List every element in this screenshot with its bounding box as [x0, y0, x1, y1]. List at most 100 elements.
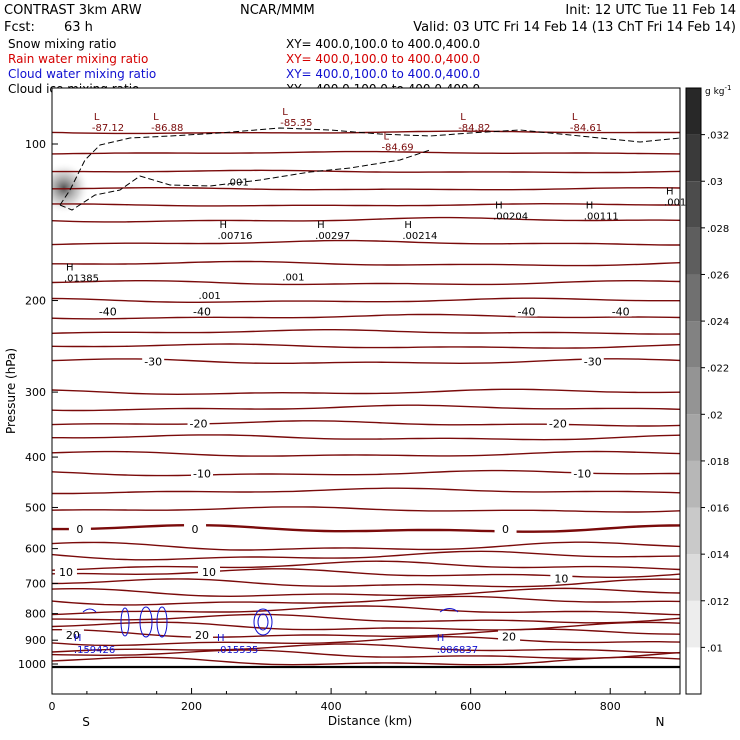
- colorbar-label: .024: [707, 317, 729, 328]
- temperature-isotherm: [52, 605, 680, 616]
- x-tick-label: 600: [460, 700, 481, 713]
- cloud-water-contour: [139, 606, 153, 638]
- extremum-marker: H: [66, 262, 74, 273]
- temperature-isotherm: [52, 643, 680, 654]
- temperature-label: 10: [59, 566, 73, 579]
- temperature-isotherm: [52, 313, 680, 320]
- colorbar-cell: [686, 647, 701, 694]
- colorbar-cells: [686, 88, 701, 694]
- temperature-label-bg: [54, 565, 77, 577]
- temperature-label-bg: [191, 305, 214, 317]
- center-title: NCAR/MMM: [240, 3, 315, 18]
- temperature-contours: [52, 130, 680, 666]
- ice-contours: [59, 127, 680, 211]
- field-xy: XY= 400.0,100.0 to 400.0,400.0: [286, 67, 480, 81]
- y-tick-label: 500: [25, 501, 46, 514]
- temperature-label-bg: [191, 467, 214, 479]
- temperature-isotherm: [52, 450, 680, 457]
- extremum-marker: L: [383, 131, 389, 142]
- extremum-value: -85.35: [280, 118, 312, 129]
- x-axis-label: Distance (km): [328, 714, 412, 728]
- temperature-label: 10: [202, 566, 216, 579]
- extremum-marker: H: [495, 200, 503, 211]
- temperature-isotherm: [52, 202, 680, 207]
- temperature-label-bg: [96, 305, 119, 317]
- colorbar: .01 .012 .014 .016 .018 .02 .022 .024 .026 .028 .0…: [685, 84, 731, 695]
- extremum-value: -84.82: [458, 123, 490, 134]
- temperature-isotherm: [52, 656, 680, 666]
- temperature-label: -40: [193, 306, 211, 319]
- temperature-isotherm: [52, 595, 680, 606]
- ice-contour-label: .001: [199, 291, 221, 302]
- cloud-water-max-value: .015535: [217, 645, 258, 656]
- temperature-label: -20: [190, 418, 208, 431]
- temperature-isotherm: [52, 649, 680, 659]
- colorbar-cell: [686, 367, 701, 415]
- model-title: CONTRAST 3km ARW: [4, 3, 142, 18]
- colorbar-cell: [686, 181, 701, 228]
- temperature-isotherm: [52, 420, 680, 427]
- north-label: N: [656, 715, 665, 729]
- temperature-isotherm: [52, 186, 680, 191]
- colorbar-cell: [686, 274, 701, 322]
- temperature-label-bg: [546, 417, 569, 429]
- temperature-label-bg: [198, 565, 220, 577]
- temperature-isotherm: [52, 404, 680, 412]
- temperature-isotherm: [52, 329, 680, 335]
- temperature-label-bg: [184, 522, 207, 534]
- colorbar-cell: [686, 88, 701, 135]
- temperature-isotherm: [52, 216, 680, 223]
- ice-contour-line: [59, 127, 680, 206]
- colorbar-label: .01: [707, 643, 723, 654]
- cloud-water-contours: [82, 606, 459, 638]
- colorbar-cell: [686, 600, 701, 648]
- cloud-water-max-value: .159426: [74, 645, 115, 656]
- extremum-value: .00716: [217, 231, 252, 242]
- temperature-label-bg: [581, 355, 604, 367]
- init-time: Init: 12 UTC Tue 11 Feb 14: [565, 3, 736, 18]
- y-axis-ticks: 100 200 300 400 500 600 700 800 900 1000: [18, 138, 58, 671]
- temperature-isotherm: [52, 506, 680, 513]
- temperature-label: -10: [573, 467, 591, 480]
- temperature-label: -40: [518, 306, 536, 319]
- colorbar-cell: [686, 507, 701, 555]
- temperature-label: 20: [195, 629, 209, 642]
- temperature-isotherm: [52, 578, 680, 588]
- temperature-isotherm: [52, 550, 680, 561]
- temperature-isotherm: [52, 169, 680, 174]
- plot-area: -40 -40 -40 -40 -30 -30 -20 -20 -10 -10 0 0 0 10 10 10 2…: [51, 87, 693, 695]
- colorbar-label: .012: [707, 597, 729, 608]
- colorbar-cell: [686, 414, 701, 461]
- extremum-marker: L: [282, 107, 288, 118]
- temperature-label: 20: [502, 630, 516, 643]
- colorbar-cell: [686, 321, 701, 368]
- cloud-water-max-marker: H: [74, 633, 82, 644]
- colorbar-label: .02: [707, 410, 723, 421]
- x-axis-ticks: 0 200 400 600 800: [49, 688, 646, 713]
- field-label: Rain water mixing ratio: [8, 52, 148, 66]
- cloud-water-contour: [82, 608, 97, 613]
- extrema-labels: L-87.12L-86.88L-85.35L-84.69L-84.82L-84.…: [64, 107, 693, 284]
- colorbar-label: .022: [707, 364, 729, 375]
- temperature-isotherm: [52, 150, 680, 155]
- temperature-isotherm: [52, 239, 680, 246]
- temperature-label-bg: [494, 522, 517, 534]
- y-tick-label: 200: [25, 295, 46, 308]
- temperature-isotherm: [52, 636, 680, 647]
- extremum-marker: H: [219, 220, 227, 231]
- temperature-label-bg: [498, 630, 521, 642]
- extremum-value: -84.61: [570, 123, 602, 134]
- colorbar-cell: [686, 134, 701, 182]
- colorbar-label: .03: [707, 177, 723, 188]
- y-tick-label: 900: [25, 634, 46, 647]
- temperature-label: 10: [554, 573, 568, 586]
- valid-time: Valid: 03 UTC Fri 14 Feb 14 (13 ChT Fri …: [413, 20, 736, 35]
- extremum-marker: L: [153, 112, 159, 123]
- y-axis-label: Pressure (hPa): [4, 348, 18, 434]
- extremum-value: .00111: [584, 211, 619, 222]
- temperature-label: -30: [584, 356, 602, 369]
- ice-contour-label: .001: [282, 273, 304, 284]
- colorbar-cell: [686, 554, 701, 601]
- forecast-hour: 63 h: [64, 20, 93, 35]
